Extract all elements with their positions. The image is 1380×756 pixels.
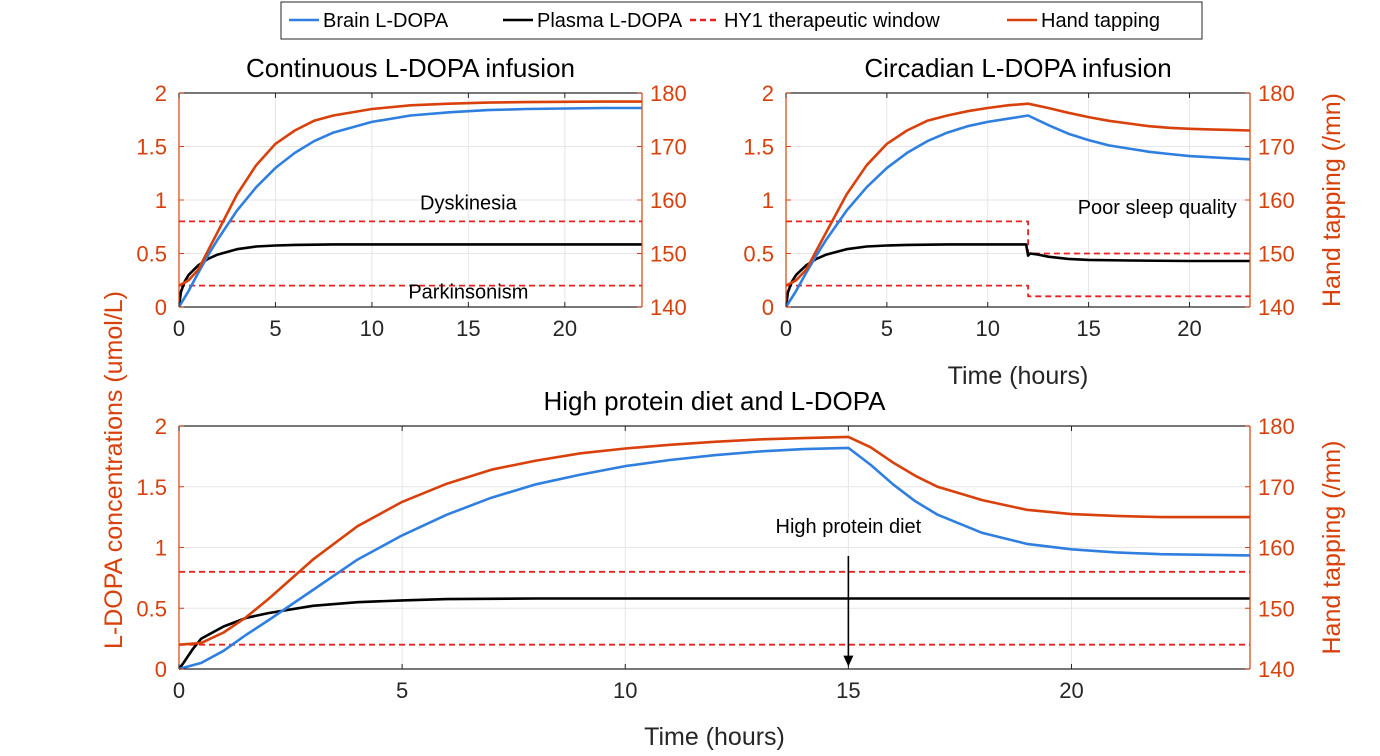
x-tick-label: 15 <box>836 678 860 703</box>
series-group <box>179 435 1250 671</box>
y-tick-label-right: 140 <box>1258 657 1295 682</box>
y-tick-label-right: 150 <box>1258 596 1295 621</box>
annotation-label: Parkinsonism <box>408 281 528 303</box>
hand-tapping-line <box>786 102 1250 287</box>
y-axis-label-right: Hand tapping (/mn) <box>1318 93 1346 307</box>
y-tick-label-left: 0 <box>155 295 167 320</box>
annotation-label: Dyskinesia <box>420 193 518 215</box>
y-tick-label-left: 1 <box>155 188 167 213</box>
x-tick-label: 0 <box>173 316 185 341</box>
legend-entry: Plasma L-DOPA <box>503 10 683 32</box>
y-tick-label-left: 2 <box>155 81 167 106</box>
hand-tapping-line <box>179 100 642 287</box>
y-tick-label-right: 150 <box>650 242 687 267</box>
plasma-ldopa-line <box>179 243 642 308</box>
brain-ldopa-line <box>786 114 1250 308</box>
chart-title: Continuous L-DOPA infusion <box>246 53 575 83</box>
x-tick-label: 10 <box>360 316 384 341</box>
annotation-label: High protein diet <box>776 516 922 538</box>
y-tick-label-right: 140 <box>650 295 687 320</box>
hand-tapping-line <box>179 435 1250 646</box>
chart-panel-3: 0 5 10 15 20 0 0.5 1 1.5 2 140 150 160 170 180 High pro… <box>136 386 1346 751</box>
x-tick-label: 5 <box>396 678 408 703</box>
x-tick-label: 0 <box>173 678 185 703</box>
hy1-lower-bound-line <box>786 284 1250 298</box>
legend-label: Plasma L-DOPA <box>537 10 683 32</box>
y-tick-label-right: 180 <box>1258 414 1295 439</box>
y-tick-label-left: 1 <box>762 188 774 213</box>
legend-label: Hand tapping <box>1041 10 1160 32</box>
chart-title: High protein diet and L-DOPA <box>543 386 886 416</box>
x-axis-label: Time (hours) <box>644 723 785 751</box>
y-tick-label-left: 1 <box>155 536 167 561</box>
y-tick-label-right: 160 <box>1258 536 1295 561</box>
y-tick-label-left: 0 <box>155 657 167 682</box>
x-tick-label: 10 <box>975 316 999 341</box>
y-tick-label-right: 170 <box>650 135 687 160</box>
y-tick-label-right: 150 <box>1258 242 1295 267</box>
panels: 0 5 10 15 2000.511.52140150160170180Continuo… <box>136 53 1346 751</box>
y-tick-label-left: 1.5 <box>136 135 167 160</box>
series-group <box>179 100 642 308</box>
y-tick-label-right: 160 <box>650 188 687 213</box>
y-tick-label-left: 1.5 <box>136 475 167 500</box>
legend-entry: HY1 therapeutic window <box>690 10 940 32</box>
y-tick-label-left: 0.5 <box>136 596 167 621</box>
legend-label: HY1 therapeutic window <box>724 10 940 32</box>
y-axis-label-right: Hand tapping (/mn) <box>1318 440 1346 654</box>
y-tick-label-right: 170 <box>1258 135 1295 160</box>
y-tick-label-left: 2 <box>762 81 774 106</box>
x-tick-label: 5 <box>881 316 893 341</box>
annotation-label: Poor sleep quality <box>1078 197 1237 219</box>
hy1-upper-bound-line <box>786 220 1250 255</box>
y-tick-label-left: 2 <box>155 414 167 439</box>
legend-entry: Brain L-DOPA <box>289 10 449 32</box>
chart-panel-2: 0 5 10 15 20 0 0.5 1 1.5 2 140 150 160 170 180 Circadia… <box>743 53 1346 390</box>
y-tick-label-right: 170 <box>1258 475 1295 500</box>
x-tick-label: 5 <box>269 316 281 341</box>
x-tick-label: 20 <box>1177 316 1201 341</box>
legend-entry: Hand tapping <box>1007 10 1160 32</box>
x-axis-label: Time (hours) <box>948 362 1089 390</box>
plasma-ldopa-line <box>179 597 1250 670</box>
y-tick-label-left: 0 <box>762 295 774 320</box>
brain-ldopa-line <box>179 106 642 308</box>
y-tick-label-left: 1.5 <box>743 135 774 160</box>
legend-label: Brain L-DOPA <box>323 10 449 32</box>
y-tick-label-left: 0.5 <box>743 242 774 267</box>
x-tick-label: 20 <box>1059 678 1083 703</box>
annotation-arrow-head <box>843 655 854 667</box>
x-tick-label: 10 <box>613 678 637 703</box>
x-tick-label: 15 <box>456 316 480 341</box>
plasma-ldopa-line <box>786 243 1250 308</box>
chart-panel-1: 0 5 10 15 20 0 0.5 1 1.5 2 140 150 160 170 180 Continuo… <box>136 53 686 341</box>
brain-ldopa-line <box>179 446 1250 671</box>
y-tick-label-right: 180 <box>650 81 687 106</box>
y-tick-label-left: 0.5 <box>136 242 167 267</box>
series-group <box>786 102 1250 308</box>
chart-title: Circadian L-DOPA infusion <box>864 53 1171 83</box>
legend: Brain L-DOPA Plasma L-DOPA HY1 therapeutic… <box>280 1 1203 40</box>
y-tick-label-right: 140 <box>1258 295 1295 320</box>
y-tick-label-right: 160 <box>1258 188 1295 213</box>
x-tick-label: 20 <box>553 316 577 341</box>
shared-ylabel-left: L-DOPA concentrations (umol/L) <box>100 291 128 649</box>
legend-box <box>280 1 1203 40</box>
x-tick-label: 0 <box>780 316 792 341</box>
x-tick-label: 15 <box>1076 316 1100 341</box>
y-tick-label-right: 180 <box>1258 81 1295 106</box>
